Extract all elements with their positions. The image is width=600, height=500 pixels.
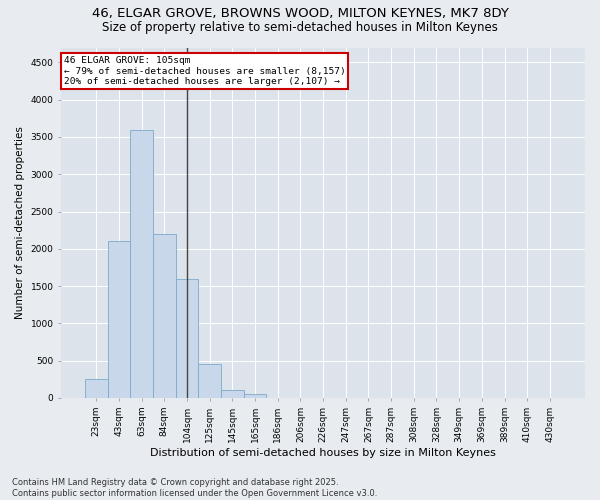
Bar [199,364,221,398]
X-axis label: Distribution of semi-detached houses by size in Milton Keynes: Distribution of semi-detached houses by … [150,448,496,458]
Text: 46 ELGAR GROVE: 105sqm
← 79% of semi-detached houses are smaller (8,157)
20% of : 46 ELGAR GROVE: 105sqm ← 79% of semi-det… [64,56,346,86]
Text: 46, ELGAR GROVE, BROWNS WOOD, MILTON KEYNES, MK7 8DY: 46, ELGAR GROVE, BROWNS WOOD, MILTON KEY… [92,8,508,20]
Bar [153,234,176,398]
Bar [107,242,130,398]
Bar [176,278,199,398]
Bar [130,130,153,398]
Text: Contains HM Land Registry data © Crown copyright and database right 2025.
Contai: Contains HM Land Registry data © Crown c… [12,478,377,498]
Bar [221,390,244,398]
Y-axis label: Number of semi-detached properties: Number of semi-detached properties [15,126,25,319]
Bar [244,394,266,398]
Bar [85,380,107,398]
Text: Size of property relative to semi-detached houses in Milton Keynes: Size of property relative to semi-detach… [102,21,498,34]
